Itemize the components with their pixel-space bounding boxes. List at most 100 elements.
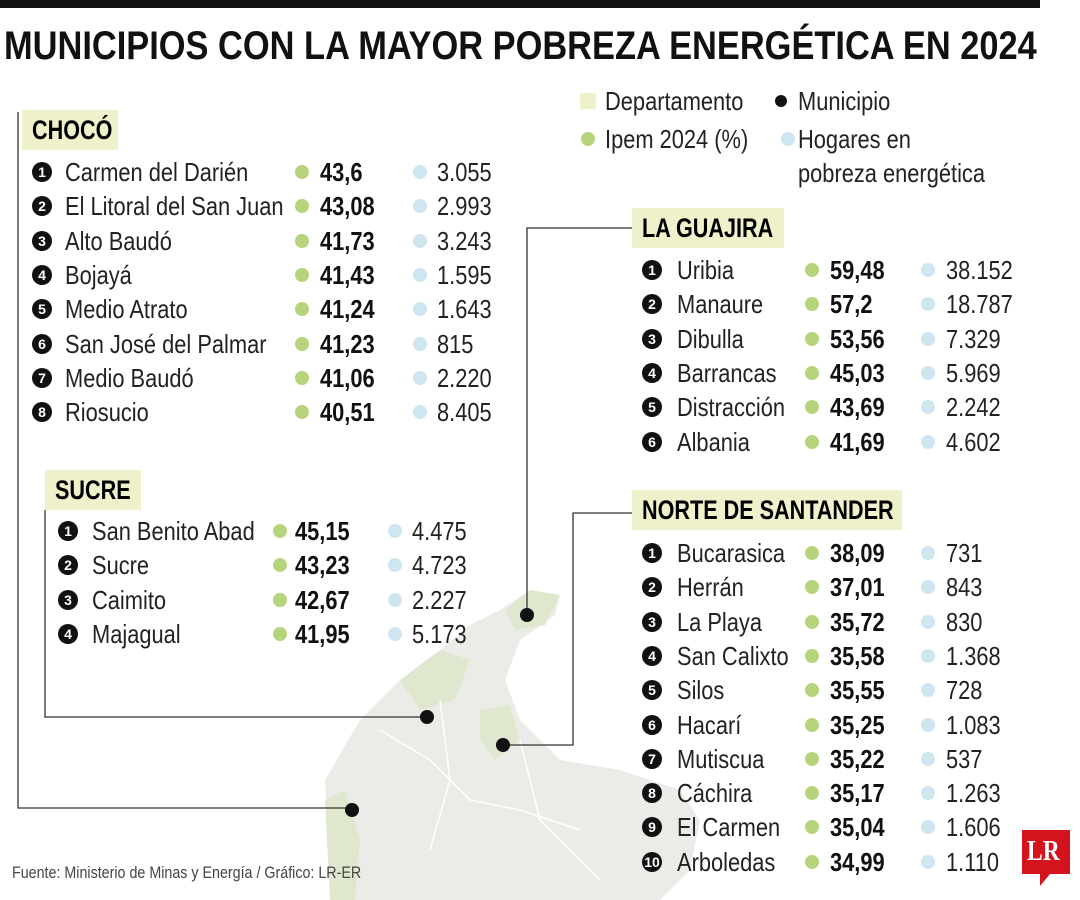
ipem-dot: [805, 580, 819, 595]
ipem-value: 57,2: [830, 289, 873, 320]
ipem-dot: [295, 405, 309, 420]
ipem-value: 41,24: [320, 294, 375, 325]
ipem-dot: [805, 331, 819, 346]
municipio-name: Hacarí: [677, 709, 742, 740]
rank-badge: 7: [642, 748, 662, 769]
hogares-dot: [388, 592, 402, 607]
municipio-name: Dibulla: [677, 323, 744, 354]
ipem-dot: [805, 263, 819, 277]
municipio-name: Bucarasica: [677, 538, 786, 568]
rank-badge: 1: [642, 260, 662, 280]
rank-badge: 8: [32, 402, 52, 423]
municipio-name: San Calixto: [677, 640, 789, 671]
municipio-name: El Litoral del San Juan: [65, 191, 284, 222]
logo-box: [1022, 830, 1070, 874]
municipio-name: San José del Palmar: [65, 328, 267, 359]
top-bar: [0, 0, 1040, 8]
municipio-name: Herrán: [677, 572, 744, 603]
ipem-dot: [805, 751, 819, 766]
legend-dot-ipem: [581, 132, 595, 146]
ipem-value: 35,04: [830, 812, 885, 843]
ipem-value: 41,69: [830, 426, 885, 457]
ipem-dot: [805, 614, 819, 629]
legend-dot-municipio: [775, 95, 787, 107]
ipem-value: 35,22: [830, 743, 885, 774]
ipem-dot: [805, 854, 819, 869]
rank-badge: 2: [58, 555, 78, 576]
ipem-dot: [295, 165, 309, 179]
section-name: NORTE DE SANTANDER: [642, 495, 894, 525]
section-name: SUCRE: [55, 475, 131, 505]
municipio-name: Distracción: [677, 392, 786, 423]
hogares-dot: [921, 546, 935, 560]
rank-badge: 5: [642, 397, 662, 418]
ipem-value: 37,01: [830, 572, 885, 603]
ipem-dot: [805, 820, 819, 835]
hogares-value: 8.405: [437, 397, 492, 428]
hogares-value: 5.173: [412, 618, 467, 649]
ipem-dot: [295, 302, 309, 317]
rank-badge: 4: [58, 623, 78, 644]
rank-badge: 4: [642, 362, 662, 383]
municipio-name: Uribia: [677, 255, 735, 285]
hogares-value: 4.475: [412, 516, 467, 546]
rank-badge: 9: [642, 817, 662, 838]
ipem-dot: [805, 683, 819, 698]
hogares-value: 2.242: [946, 392, 1001, 423]
hogares-dot: [413, 267, 427, 282]
ipem-dot: [805, 297, 819, 312]
municipio-name: Arboledas: [677, 846, 776, 877]
ipem-value: 35,58: [830, 640, 885, 671]
hogares-dot: [413, 302, 427, 317]
ipem-dot: [295, 267, 309, 282]
hogares-value: 5.969: [946, 357, 1001, 388]
rank-badge: 3: [58, 589, 78, 610]
municipio-name: Cáchira: [677, 778, 753, 809]
title: MUNICIPIOS CON LA MAYOR POBREZA ENERGÉTI…: [4, 24, 1037, 68]
source: Fuente: Ministerio de Minas y Energía / …: [12, 863, 362, 882]
rank-badge: 4: [642, 645, 662, 666]
section-label: SUCRE: [45, 470, 141, 510]
hogares-dot: [921, 263, 935, 277]
hogares-value: 1.595: [437, 259, 492, 290]
hogares-value: 3.055: [437, 157, 492, 187]
ipem-dot: [805, 365, 819, 380]
section-label: CHOCÓ: [22, 110, 118, 150]
legend-square: [580, 93, 596, 109]
ipem-value: 35,55: [830, 675, 885, 706]
legend-departamento: Departamento: [605, 86, 744, 116]
hogares-dot: [921, 365, 935, 380]
legend-dot-hogares: [781, 132, 795, 146]
hogares-dot: [921, 717, 935, 732]
location-dots: [345, 608, 534, 817]
hogares-dot: [921, 614, 935, 629]
municipio-name: San Benito Abad: [92, 516, 255, 546]
hogares-value: 3.243: [437, 225, 492, 256]
municipio-name: Alto Baudó: [65, 225, 172, 256]
hogares-value: 2.220: [437, 362, 492, 393]
municipio-name: Mutiscua: [677, 743, 765, 774]
hogares-dot: [921, 297, 935, 312]
hogares-value: 4.723: [412, 550, 467, 581]
rank-badge: 3: [642, 611, 662, 632]
rank-badge: 8: [642, 783, 662, 804]
hogares-value: 830: [946, 606, 983, 637]
ipem-dot: [805, 434, 819, 449]
hogares-dot: [921, 820, 935, 835]
logo-text: LR: [1027, 836, 1060, 867]
hogares-value: 1.606: [946, 812, 1001, 843]
ipem-value: 35,25: [830, 709, 885, 740]
rank-badge: 2: [32, 196, 52, 217]
hogares-value: 1.110: [946, 846, 1000, 877]
hogares-dot: [413, 405, 427, 420]
logo-tail: [1040, 874, 1050, 886]
hogares-value: 843: [946, 572, 983, 603]
hogares-dot: [388, 524, 402, 538]
hogares-value: 2.227: [412, 584, 467, 615]
hogares-value: 1.368: [946, 640, 1001, 671]
hogares-dot: [921, 400, 935, 415]
rank-badge: 2: [642, 294, 662, 315]
section-label: LA GUAJIRA: [632, 208, 784, 248]
ipem-value: 41,23: [320, 328, 375, 359]
